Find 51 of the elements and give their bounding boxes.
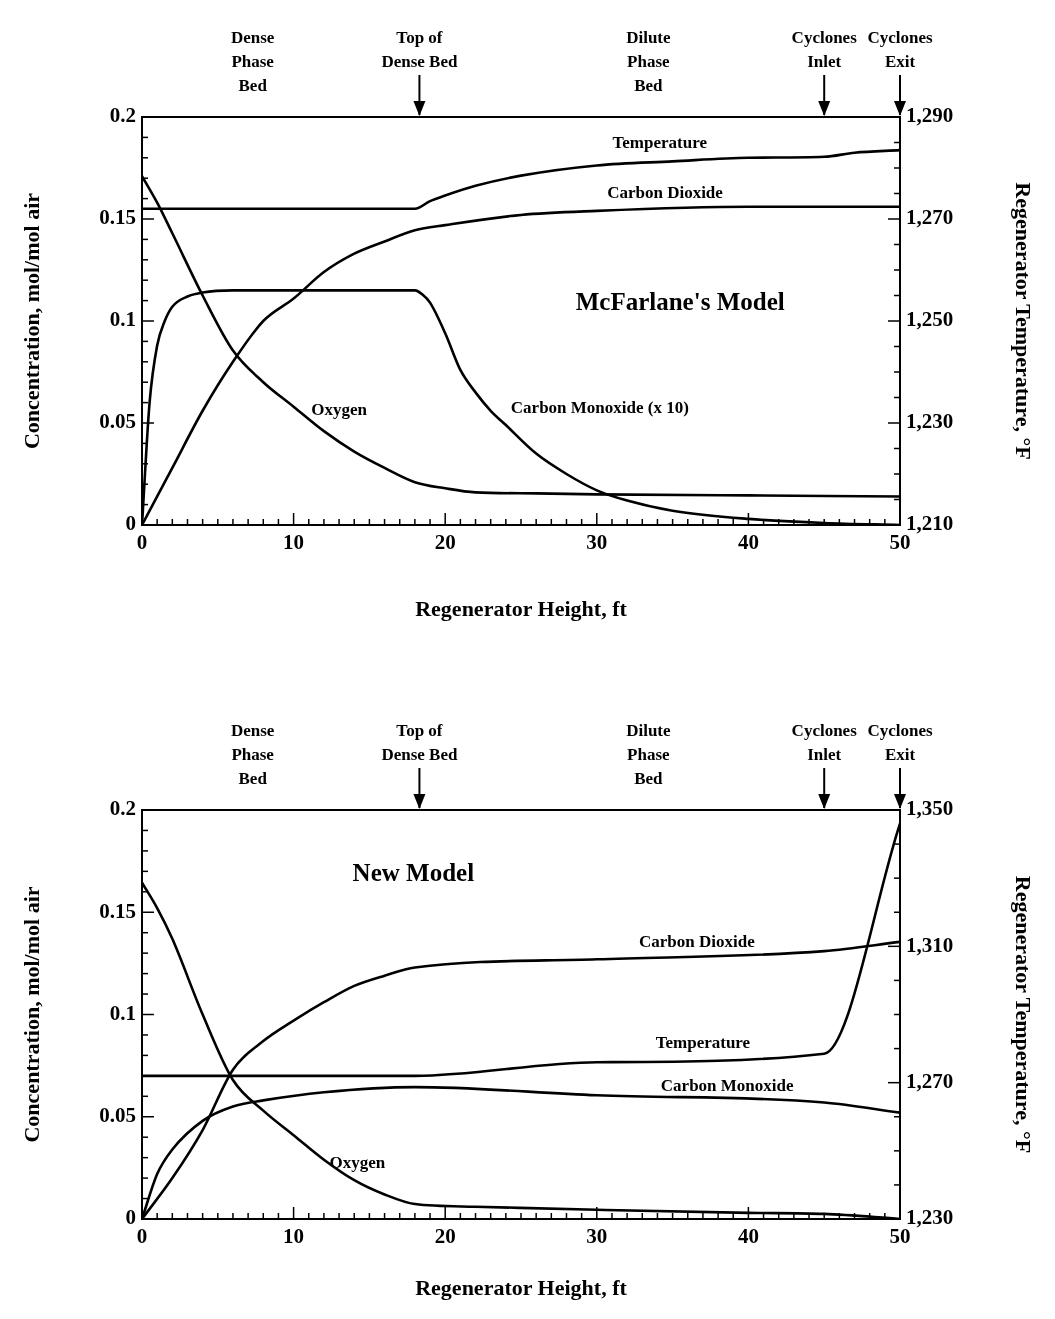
series-label: Oxygen [329,1153,386,1173]
text: Cyclones Inlet [791,721,858,764]
x-tick-label: 10 [283,530,305,555]
series-label: Temperature [612,132,708,152]
y2-axis-title: Regenerator Temperature, °F [1011,875,1037,1154]
series-label: Oxygen [311,400,368,420]
series-label: Carbon Monoxide [660,1076,794,1096]
text: Dilute Phase Bed [626,28,671,95]
series-label: Carbon Monoxide (x 10) [510,398,689,418]
x-tick-label: 40 [737,530,759,555]
y2-tick-label: 1,310 [906,932,954,957]
y-tick-label: 0.1 [109,1000,136,1025]
text: Cyclones Exit [867,28,933,71]
y2-tick-label: 1,350 [906,796,954,821]
text: Top of Dense Bed [381,721,458,764]
text: Cyclones Exit [867,721,933,764]
series-label: Temperature [655,1033,751,1053]
text: Cyclones Inlet [791,28,858,71]
y2-tick-label: 1,290 [906,103,954,128]
y-tick-label: 0.2 [109,103,136,128]
x-tick-label: 10 [283,1224,305,1249]
y-tick-label: 0.15 [99,898,136,923]
x-tick-label: 40 [737,1224,759,1249]
y2-tick-label: 1,270 [906,1069,954,1094]
y2-tick-label: 1,230 [906,409,954,434]
y-tick-label: 0.1 [109,307,136,332]
y-axis-title: Concentration, mol/mol air [18,192,44,450]
y2-axis-title: Regenerator Temperature, °F [1011,182,1037,460]
x-tick-label: 30 [586,530,608,555]
text: McFarlane's Model [575,287,785,315]
y-tick-label: 0 [125,1205,136,1230]
y-tick-label: 0.05 [99,409,136,434]
text: Dense Phase Bed [230,721,275,788]
y2-tick-label: 1,250 [906,307,954,332]
x-tick-label: 20 [434,1224,456,1249]
text: Dense Phase Bed [230,28,275,95]
y-tick-label: 0.15 [99,205,136,230]
x-axis-title: Regenerator Height, ft [415,1275,628,1301]
x-tick-label: 30 [586,1224,608,1249]
y-tick-label: 0.05 [99,1103,136,1128]
text: Top of Dense Bed [381,28,458,71]
series-label: Carbon Dioxide [639,932,756,952]
text: New Model [352,859,475,887]
y-tick-label: 0 [125,511,136,536]
x-tick-label: 20 [434,530,456,555]
y2-tick-label: 1,270 [906,205,954,230]
text: Dilute Phase Bed [626,721,671,788]
x-axis-title: Regenerator Height, ft [415,596,628,622]
y-tick-label: 0.2 [109,796,136,821]
series-label: Carbon Dioxide [607,182,724,202]
y-axis-title: Concentration, mol/mol air [18,886,44,1143]
